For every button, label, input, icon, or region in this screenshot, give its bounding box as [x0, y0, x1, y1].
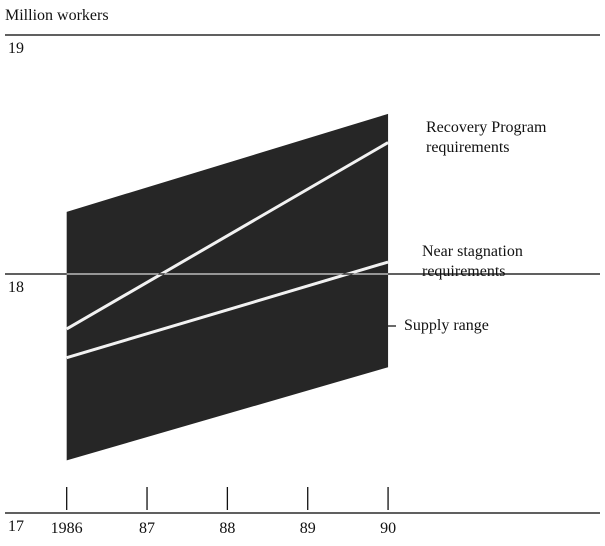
x-tick-label: 89: [300, 520, 316, 537]
series-label: Near stagnation requirements: [422, 243, 523, 280]
x-tick-label: 1986: [51, 520, 83, 537]
x-tick-label: 87: [139, 520, 155, 537]
supply-band: [66, 113, 389, 461]
band-label: Supply range: [404, 317, 489, 334]
series-label: Recovery Program requirements: [426, 119, 547, 156]
series-line: [66, 260, 389, 360]
y-axis-label: Million workers: [5, 7, 109, 24]
x-tick-label: 88: [219, 520, 235, 537]
series-line: [65, 141, 389, 331]
y-tick-label: 19: [8, 40, 24, 57]
y-tick-label: 18: [8, 279, 24, 296]
x-tick-label: 90: [380, 520, 396, 537]
y-tick-label: 17: [8, 518, 24, 535]
